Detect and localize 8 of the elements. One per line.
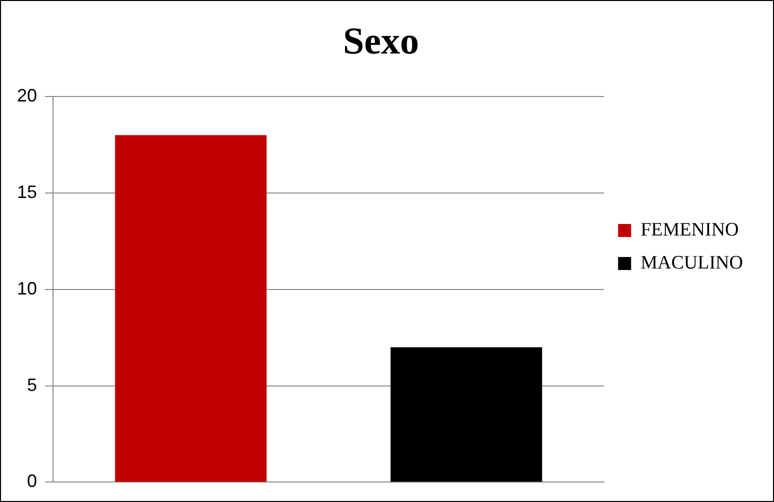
- chart-title: Sexo: [343, 20, 419, 63]
- legend-label: FEMENINO: [640, 219, 739, 240]
- y-tick-label: 0: [27, 471, 38, 492]
- y-tick-label: 15: [16, 182, 38, 202]
- legend-label: MACULINO: [640, 252, 744, 274]
- y-tick-label: 20: [16, 86, 38, 106]
- y-tick-label: 10: [16, 278, 38, 298]
- y-tick-label: 5: [27, 374, 38, 395]
